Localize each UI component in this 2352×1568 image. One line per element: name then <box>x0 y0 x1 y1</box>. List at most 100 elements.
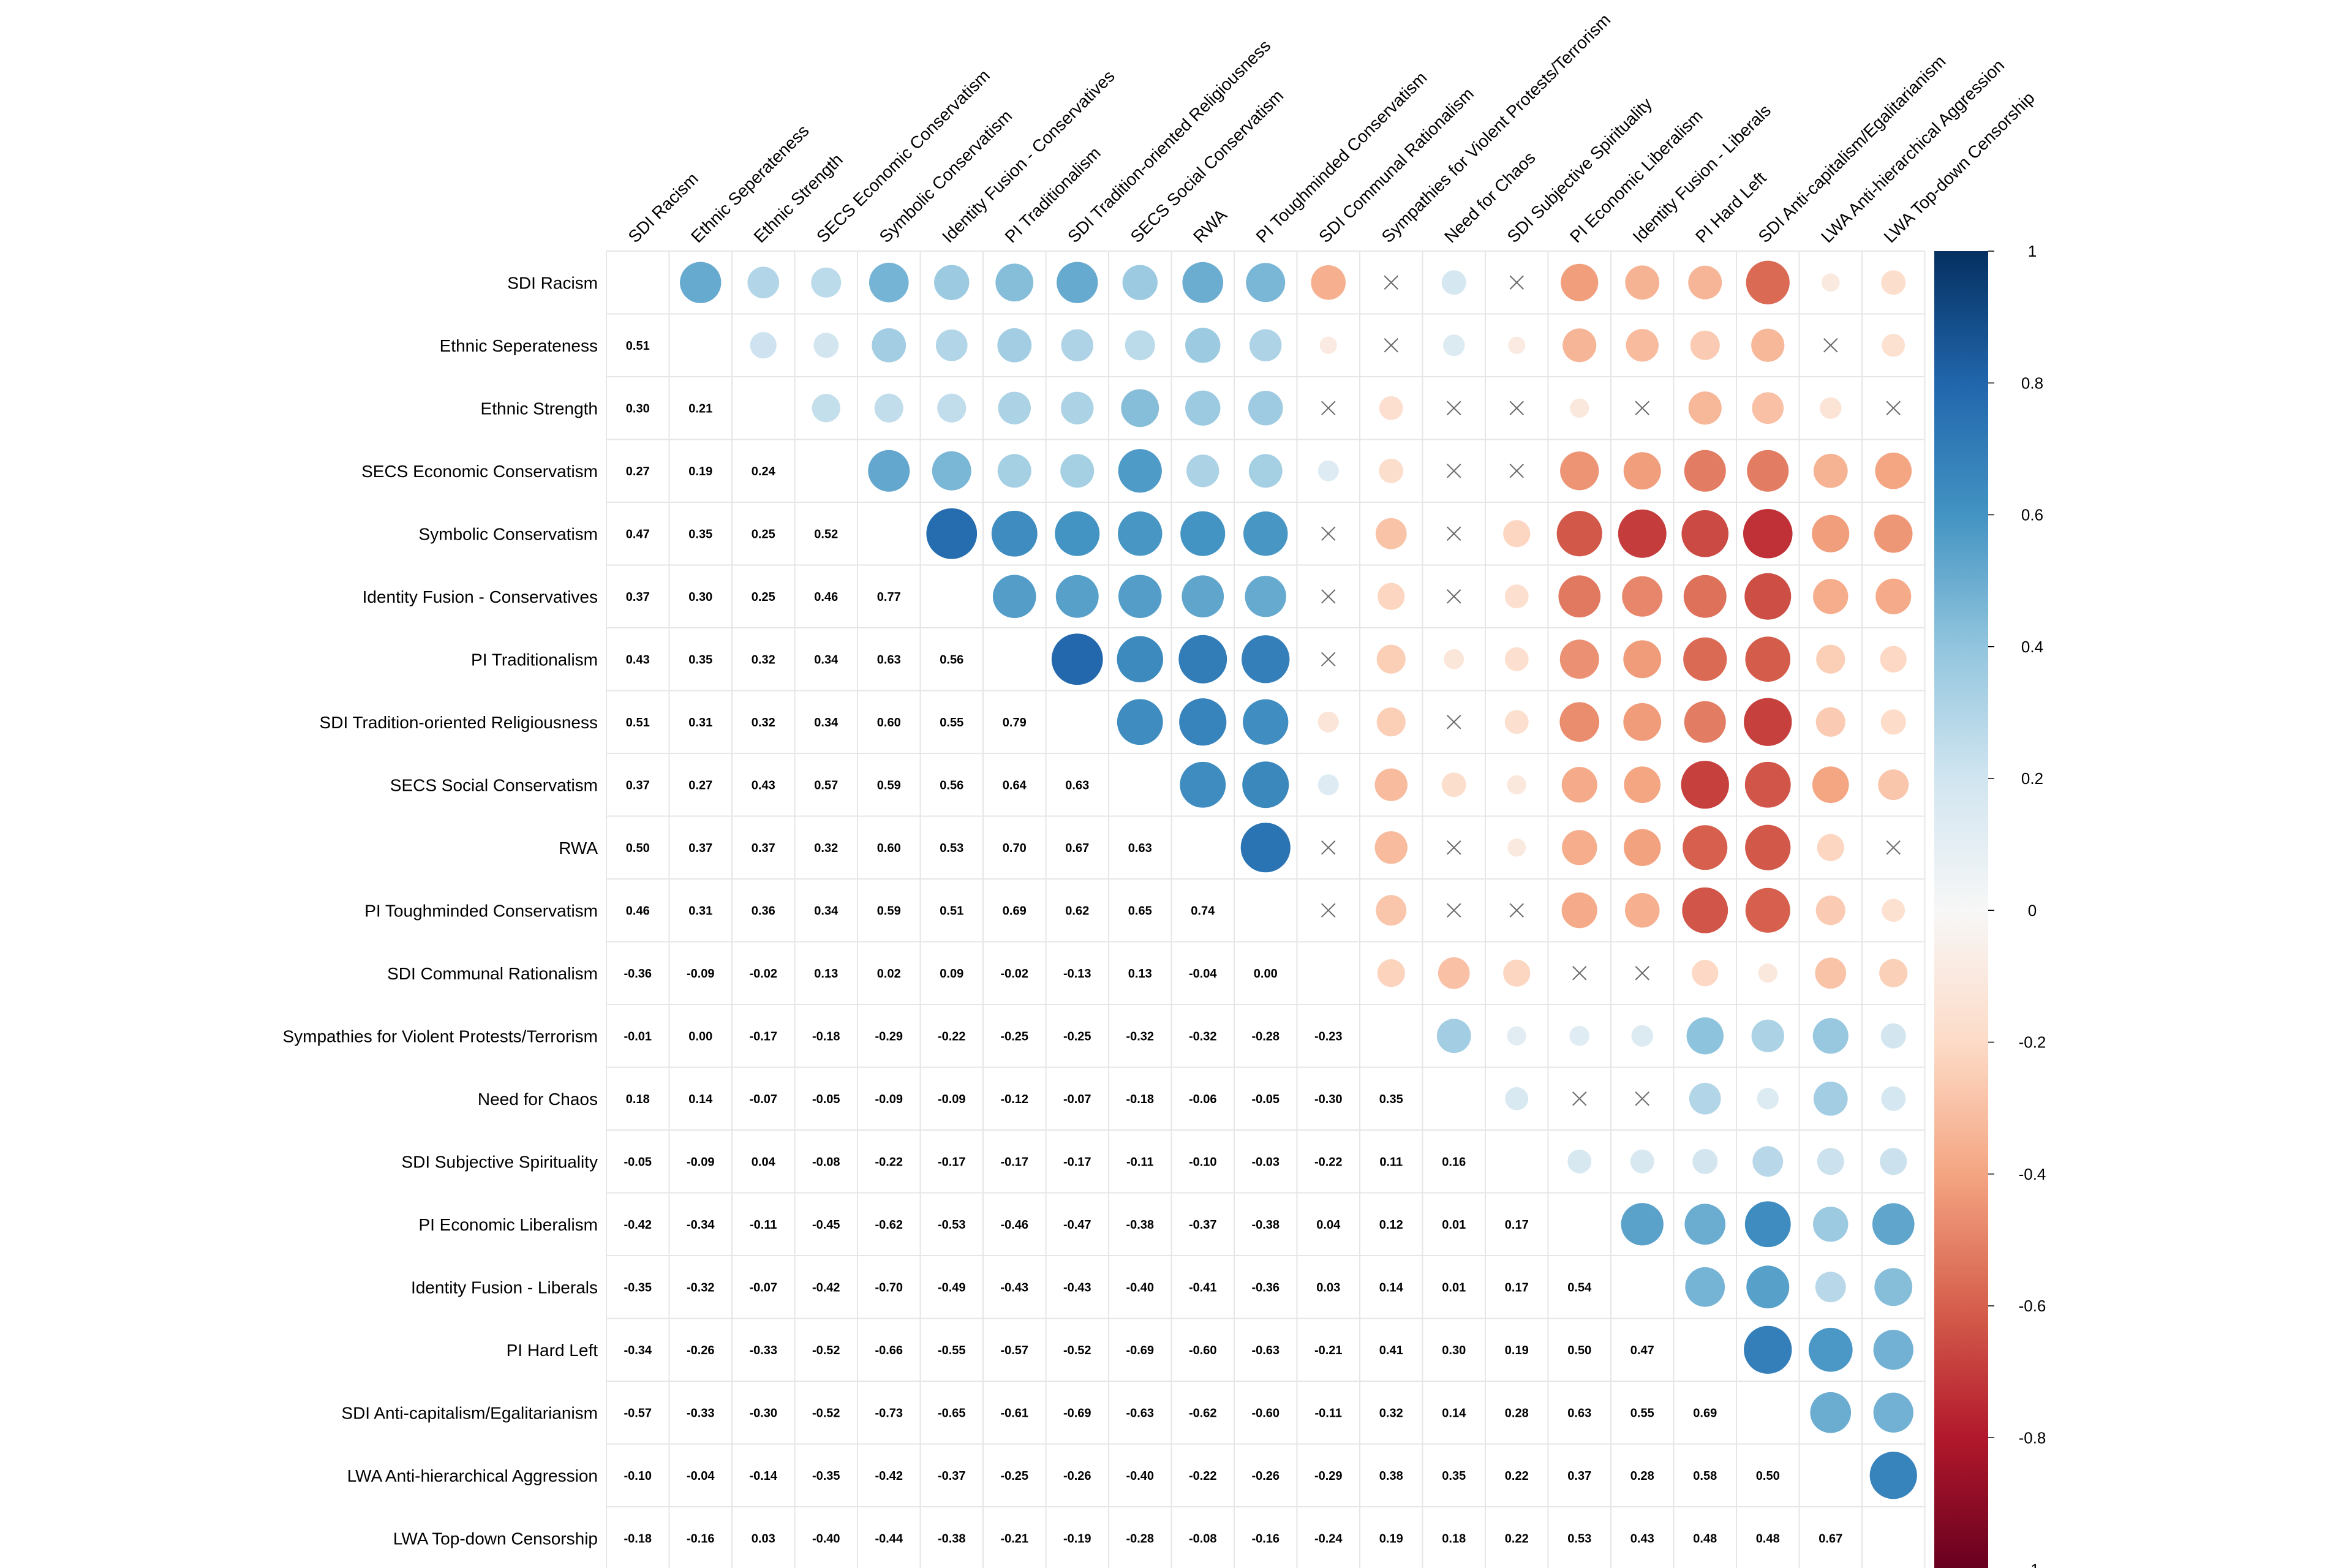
corr-value-4-2: 0.25 <box>752 527 775 541</box>
corr-value-11-7: -0.13 <box>1063 967 1091 981</box>
colorbar-tick-label: -0.4 <box>2019 1165 2046 1183</box>
corr-value-17-16: 0.47 <box>1630 1344 1654 1357</box>
corr-circle-1-18 <box>1751 328 1785 362</box>
corr-value-12-11: -0.23 <box>1314 1030 1343 1043</box>
corr-circle-7-8 <box>1117 699 1163 745</box>
corr-value-20-13: 0.18 <box>1442 1532 1466 1545</box>
corr-circle-1-3 <box>813 333 839 358</box>
corr-circle-10-18 <box>1745 888 1790 933</box>
corr-value-10-6: 0.69 <box>1003 904 1027 918</box>
corr-circle-8-11 <box>1317 774 1339 796</box>
corr-value-20-12: 0.19 <box>1379 1532 1403 1545</box>
corr-circle-6-16 <box>1623 640 1662 679</box>
corr-value-18-6: -0.61 <box>1000 1406 1028 1420</box>
row-label-sdi-tradition-oriented-religiousness: SDI Tradition-oriented Religiousness <box>320 713 598 732</box>
corr-value-10-5: 0.51 <box>940 904 963 918</box>
corr-value-13-4: -0.09 <box>875 1093 903 1106</box>
corr-value-16-0: -0.35 <box>624 1281 652 1294</box>
corr-value-13-10: -0.05 <box>1251 1093 1280 1106</box>
corr-value-17-15: 0.50 <box>1567 1344 1591 1357</box>
corr-value-19-9: -0.22 <box>1189 1469 1217 1483</box>
corr-value-16-7: -0.43 <box>1063 1281 1091 1294</box>
corr-value-10-4: 0.59 <box>877 904 901 918</box>
corr-value-19-12: 0.38 <box>1379 1469 1403 1483</box>
corr-value-13-6: -0.12 <box>1000 1093 1028 1106</box>
corr-circle-6-12 <box>1376 644 1406 674</box>
corr-value-12-2: -0.17 <box>749 1030 777 1043</box>
corr-circle-14-16 <box>1630 1149 1654 1174</box>
corr-value-8-4: 0.59 <box>877 778 901 792</box>
corr-circle-9-15 <box>1562 830 1597 865</box>
corr-circle-16-18 <box>1746 1265 1790 1309</box>
corr-value-5-0: 0.37 <box>626 590 650 604</box>
corr-circle-2-4 <box>874 393 903 423</box>
corr-value-10-2: 0.36 <box>752 904 775 918</box>
corr-value-18-2: -0.30 <box>749 1406 777 1420</box>
corr-value-4-3: 0.52 <box>814 527 838 541</box>
corr-value-11-9: -0.04 <box>1189 967 1217 981</box>
corr-value-20-8: -0.28 <box>1126 1532 1154 1545</box>
corr-value-7-1: 0.31 <box>688 716 712 729</box>
row-label-symbolic-conservatism: Symbolic Conservatism <box>418 524 598 543</box>
corr-circle-0-1 <box>680 262 722 303</box>
corr-value-5-4: 0.77 <box>877 590 901 604</box>
corr-circle-12-18 <box>1751 1019 1784 1052</box>
corr-value-7-3: 0.34 <box>814 716 839 729</box>
corr-circle-2-9 <box>1185 390 1221 426</box>
corr-circle-8-14 <box>1507 775 1526 794</box>
row-label-lwa-anti-hierarchical-aggression: LWA Anti-hierarchical Aggression <box>347 1466 598 1485</box>
corr-circle-8-16 <box>1624 766 1661 804</box>
corr-value-8-3: 0.57 <box>814 778 838 792</box>
insignificant-mark-2-11 <box>1321 401 1336 415</box>
corr-value-17-11: -0.21 <box>1314 1344 1343 1357</box>
insignificant-mark-6-11 <box>1321 652 1336 666</box>
row-label-identity-fusion-conservatives: Identity Fusion - Conservatives <box>363 587 598 606</box>
corr-value-20-3: -0.40 <box>812 1532 840 1545</box>
corr-value-6-4: 0.63 <box>877 653 901 666</box>
corr-circle-8-12 <box>1374 768 1408 801</box>
corr-value-17-14: 0.19 <box>1505 1344 1529 1357</box>
row-label-secs-social-conservatism: SECS Social Conservatism <box>390 775 598 794</box>
insignificant-mark-11-15 <box>1572 966 1587 981</box>
row-label-identity-fusion-liberals: Identity Fusion - Liberals <box>411 1278 598 1297</box>
corr-circle-10-12 <box>1376 895 1407 926</box>
corr-value-18-10: -0.60 <box>1251 1406 1280 1420</box>
corr-circle-12-15 <box>1569 1025 1590 1046</box>
corr-value-7-6: 0.79 <box>1003 716 1027 729</box>
colorbar-tick-label: 0 <box>2028 901 2037 919</box>
row-label-rwa: RWA <box>559 839 598 858</box>
corr-value-11-5: 0.09 <box>940 967 963 981</box>
corr-circle-4-5 <box>926 508 978 559</box>
corr-circle-1-9 <box>1185 328 1221 363</box>
corr-value-20-2: 0.03 <box>752 1532 775 1545</box>
corr-value-14-6: -0.17 <box>1000 1155 1028 1169</box>
corr-circle-16-19 <box>1815 1272 1846 1303</box>
corr-circle-17-20 <box>1873 1330 1913 1370</box>
corr-circle-7-12 <box>1376 707 1406 737</box>
row-label-pi-traditionalism: PI Traditionalism <box>471 650 598 669</box>
corr-value-8-2: 0.43 <box>752 778 775 792</box>
corr-circle-9-12 <box>1374 831 1408 864</box>
corr-circle-7-9 <box>1179 698 1227 746</box>
corr-value-15-3: -0.45 <box>812 1218 840 1232</box>
corr-circle-15-19 <box>1813 1207 1849 1242</box>
corr-value-11-0: -0.36 <box>624 967 652 981</box>
corr-circle-4-8 <box>1118 511 1163 556</box>
corr-value-15-8: -0.38 <box>1126 1218 1154 1232</box>
corr-value-9-1: 0.37 <box>688 842 712 855</box>
corr-circle-3-17 <box>1684 450 1726 492</box>
corr-circle-11-18 <box>1758 963 1777 983</box>
matrix-cells: 0.51 0.30 0.21 0.27 0.19 0.24 0.47 0.35 0.25 0.52… <box>624 260 1917 1545</box>
corr-value-5-2: 0.25 <box>752 590 775 604</box>
corr-value-13-2: -0.07 <box>749 1093 777 1106</box>
corr-circle-4-9 <box>1180 511 1226 556</box>
corr-value-15-4: -0.62 <box>875 1218 903 1232</box>
corr-circle-17-18 <box>1744 1325 1792 1374</box>
insignificant-mark-2-13 <box>1447 401 1461 415</box>
corr-circle-13-17 <box>1689 1082 1721 1115</box>
corr-value-17-7: -0.52 <box>1063 1344 1091 1357</box>
corr-circle-8-10 <box>1242 761 1289 809</box>
corr-circle-1-16 <box>1626 329 1659 362</box>
corr-value-20-7: -0.19 <box>1063 1532 1091 1545</box>
